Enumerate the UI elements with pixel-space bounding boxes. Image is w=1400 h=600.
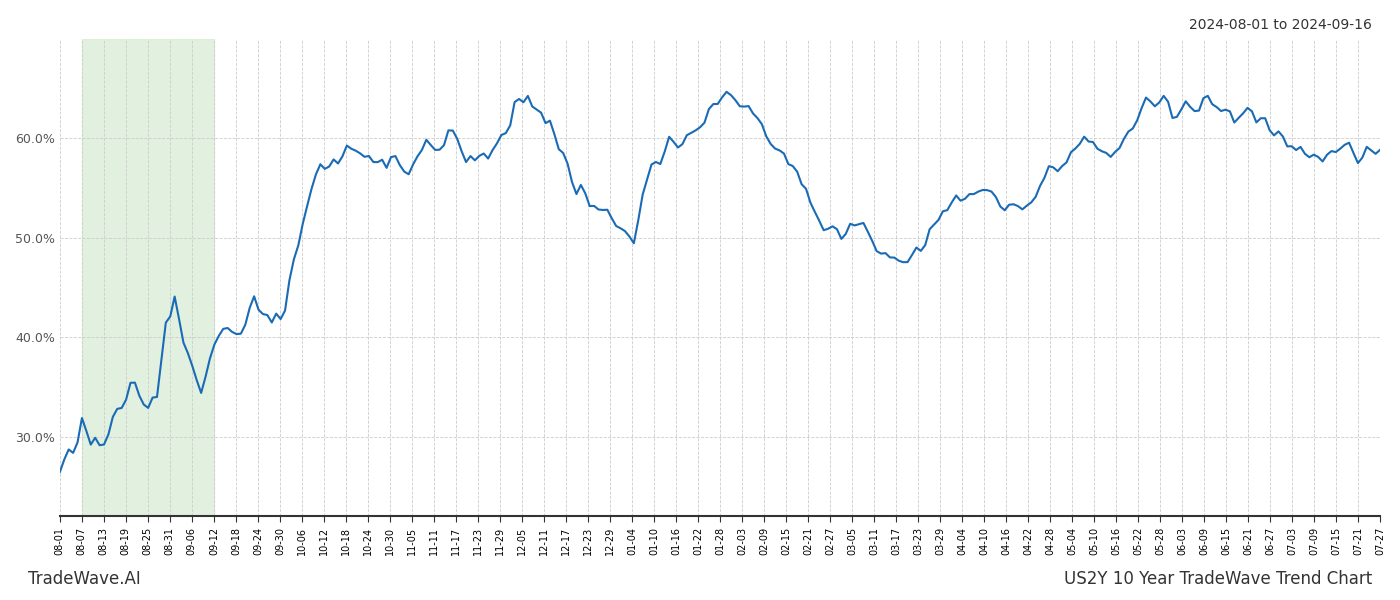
Text: US2Y 10 Year TradeWave Trend Chart: US2Y 10 Year TradeWave Trend Chart [1064,570,1372,588]
Text: TradeWave.AI: TradeWave.AI [28,570,141,588]
Text: 2024-08-01 to 2024-09-16: 2024-08-01 to 2024-09-16 [1189,18,1372,32]
Bar [81,39,214,516]
